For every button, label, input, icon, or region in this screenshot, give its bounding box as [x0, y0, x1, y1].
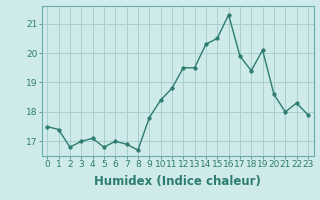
X-axis label: Humidex (Indice chaleur): Humidex (Indice chaleur): [94, 175, 261, 188]
